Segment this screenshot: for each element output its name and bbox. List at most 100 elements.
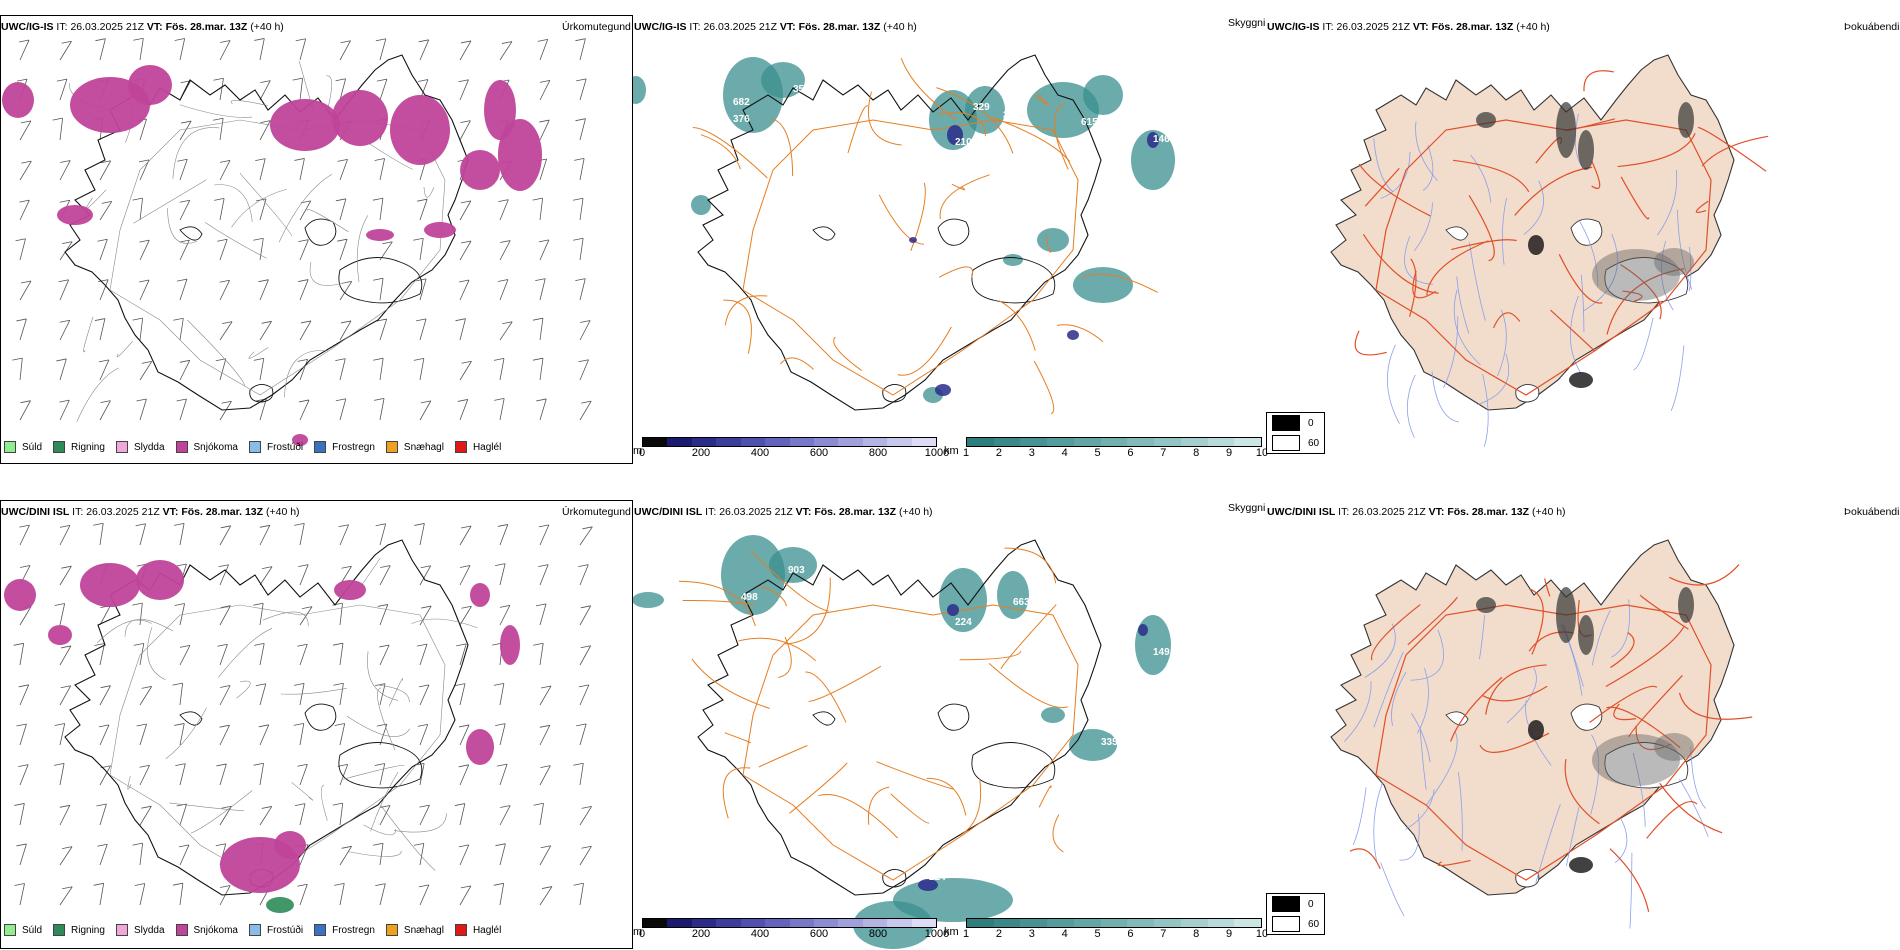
wind-barb [499, 321, 513, 341]
cloud-base-spot [1147, 132, 1159, 148]
wind-barb [538, 239, 550, 261]
river [1591, 609, 1611, 666]
road [1669, 564, 1740, 586]
road [1034, 93, 1050, 106]
snowfall-area [334, 580, 366, 600]
wind-barb [19, 524, 30, 546]
river [1478, 615, 1486, 660]
road [1617, 132, 1696, 168]
road [1646, 800, 1698, 839]
wind-barb [578, 564, 589, 586]
river [1404, 236, 1434, 285]
wind-barb [537, 39, 549, 61]
road [96, 619, 152, 644]
wind-barb [179, 120, 192, 141]
fog-legend-row: 0 [1267, 413, 1324, 433]
title-line-3: UWC/IG-IS IT: 26.03.2025 21Z VT: Fös. 28… [1267, 21, 1550, 33]
wind-barb [379, 644, 390, 666]
wind-barb [533, 642, 544, 666]
snowfall-area [270, 99, 340, 151]
precip-map-2 [0, 500, 633, 949]
visibility-ticks: 1 2 3 4 5 6 7 8 9 10 [963, 928, 1268, 942]
wind-barb [418, 884, 430, 906]
wind-barb [16, 843, 27, 866]
wind-barb [134, 883, 146, 906]
wind-barb [253, 602, 264, 626]
model-name: UWC/DINI ISL [634, 506, 703, 518]
wind-barb [139, 805, 152, 826]
road [692, 126, 768, 179]
legend-swatch [385, 441, 398, 453]
cloud-base-ticks: 0 200 400 600 800 1000 [639, 447, 949, 461]
legend-item: Snjókoma [175, 441, 238, 453]
road [785, 577, 831, 645]
iceland-coastline [1330, 54, 1735, 411]
fog-panel-2: UWC/DINI ISL IT: 26.03.2025 21Z VT: Fös.… [1266, 485, 1900, 950]
river [1405, 789, 1435, 830]
wind-barb [139, 764, 150, 786]
low-visibility-area [769, 547, 817, 583]
wind-barb [335, 398, 347, 421]
road [1082, 273, 1158, 293]
colorbar-step [1154, 919, 1181, 927]
wind-barb [576, 78, 587, 101]
glacier-outline [1515, 384, 1540, 403]
wind-barb [98, 724, 110, 746]
colorbar-step [1234, 919, 1262, 927]
glacier-outline [882, 384, 907, 403]
road [363, 824, 397, 836]
wind-barb [176, 278, 188, 301]
legend-item: Rigning [53, 924, 105, 936]
legend-label: Slydda [133, 441, 165, 453]
iceland-coastline [697, 539, 1102, 896]
river [1380, 862, 1405, 917]
legend-swatch [175, 441, 188, 453]
road [1550, 309, 1596, 352]
wind-barb [379, 565, 391, 586]
sky-basemap [697, 54, 1102, 411]
wind-barb [253, 237, 264, 261]
legend-swatch [248, 924, 261, 936]
colorbar-tick: 7 [1160, 928, 1167, 940]
road [951, 183, 966, 191]
wind-barb [375, 683, 386, 706]
snowfall-area [460, 150, 500, 190]
legend-swatch [454, 924, 467, 936]
road [1492, 312, 1521, 329]
road [759, 585, 787, 607]
wind-barb [176, 398, 187, 421]
legend-swatch [4, 924, 16, 936]
fog-field-label: Þokuábendi [1844, 21, 1900, 33]
lead-time: (+40 h) [250, 21, 284, 33]
wind-barb [219, 40, 231, 61]
wind-barb [579, 805, 592, 826]
fog-legend-label: 60 [1308, 918, 1320, 930]
fog-field-label: Þokuábendi [1844, 506, 1900, 518]
wind-barb [539, 79, 551, 101]
legend-label: Frostregn [332, 441, 375, 453]
road [1544, 578, 1551, 597]
colorbar-step [1047, 438, 1074, 446]
cloud-base-unit: m [633, 445, 643, 457]
low-visibility-area [1083, 75, 1123, 115]
wind-barb [59, 886, 73, 906]
colorbar-tick: 3 [1028, 928, 1035, 940]
river [1470, 154, 1492, 203]
vt-value: Fös. 28.mar. 13Z [1431, 21, 1514, 33]
river [1632, 753, 1646, 827]
road [1056, 324, 1104, 342]
title-line-2: UWC/IG-IS IT: 26.03.2025 21Z VT: Fös. 28… [634, 21, 917, 33]
wind-barb [457, 399, 469, 421]
fog-map-2 [1330, 539, 1753, 929]
road [724, 732, 751, 744]
fog-legend-1: 0 60 [1266, 412, 1326, 454]
wind-barb [459, 200, 472, 221]
visibility-number: 335 [1101, 737, 1118, 748]
wind-barb [573, 882, 584, 906]
road [169, 802, 244, 812]
road [380, 805, 436, 871]
colorbar-tick: 400 [750, 447, 770, 459]
road-network [1354, 70, 1769, 396]
visibility-number: 329 [973, 102, 990, 113]
road [808, 665, 882, 703]
